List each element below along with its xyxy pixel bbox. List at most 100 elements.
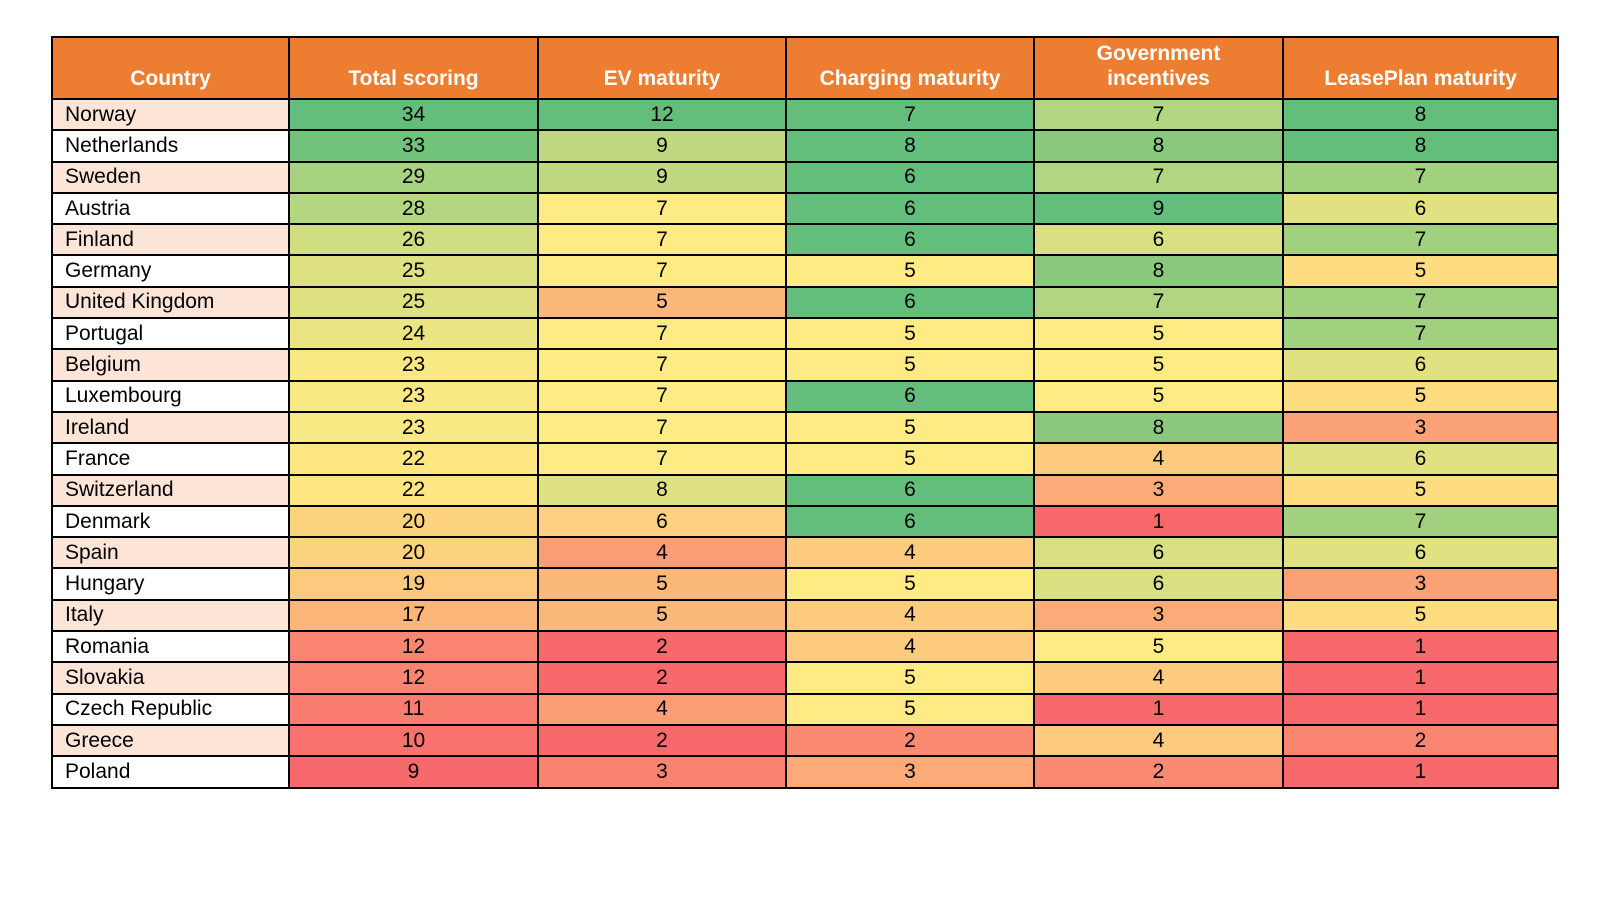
score-cell: 8 [1033,410,1284,445]
score-cell: 29 [288,160,539,194]
table-row: Italy 17 5 4 3 5 [51,598,1559,633]
score-cell: 34 [288,97,539,132]
score-cell: 4 [1033,442,1284,476]
column-header-label: Charging maturity [819,67,1001,90]
score-cell: 5 [1033,630,1284,664]
score-cell: 7 [537,379,787,413]
table-row: Poland 9 3 3 2 1 [51,755,1559,789]
score-cell: 7 [1282,317,1559,351]
country-cell: Denmark [51,504,290,539]
table-row: Sweden 29 9 6 7 7 [51,160,1559,194]
score-cell: 5 [785,661,1035,695]
score-cell: 7 [1282,160,1559,194]
score-cell: 5 [1033,317,1284,351]
score-cell: 22 [288,442,539,476]
score-cell: 22 [288,473,539,507]
score-cell: 5 [1282,473,1559,507]
score-cell: 9 [288,755,539,789]
table-row: Spain 20 4 4 6 6 [51,536,1559,570]
column-header-country: Country [51,36,290,100]
score-cell: 7 [537,442,787,476]
score-cell: 5 [785,410,1035,445]
table-row: Denmark 20 6 6 1 7 [51,504,1559,539]
table-row: France 22 7 5 4 6 [51,442,1559,476]
score-cell: 4 [537,536,787,570]
country-cell: Austria [51,191,290,226]
country-cell: Ireland [51,410,290,445]
score-cell: 3 [1282,410,1559,445]
table-row: Greece 10 2 2 4 2 [51,723,1559,758]
score-cell: 3 [785,755,1035,789]
score-cell: 4 [537,692,787,726]
score-cell: 5 [1033,348,1284,382]
score-cell: 25 [288,285,539,320]
score-cell: 2 [785,723,1035,758]
score-cell: 5 [1282,254,1559,288]
column-header-ev-maturity: EV maturity [537,36,787,100]
score-cell: 8 [1033,254,1284,288]
table-row: Hungary 19 5 5 6 3 [51,567,1559,601]
score-cell: 1 [1282,661,1559,695]
table-row: Portugal 24 7 5 5 7 [51,317,1559,351]
table-row: Netherlands 33 9 8 8 8 [51,129,1559,163]
score-cell: 7 [537,348,787,382]
score-cell: 5 [1033,379,1284,413]
score-cell: 12 [288,661,539,695]
country-cell: Netherlands [51,129,290,163]
score-cell: 7 [1033,160,1284,194]
column-header-label: EV maturity [603,67,721,90]
country-cell: Romania [51,630,290,664]
score-cell: 23 [288,348,539,382]
score-cell: 33 [288,129,539,163]
score-cell: 12 [537,97,787,132]
table-row: Slovakia 12 2 5 4 1 [51,661,1559,695]
score-cell: 7 [537,254,787,288]
table-row: Germany 25 7 5 8 5 [51,254,1559,288]
score-cell: 5 [785,442,1035,476]
score-cell: 20 [288,504,539,539]
score-cell: 9 [537,129,787,163]
header-row: Country Total scoring EV maturity Charging … [51,36,1559,100]
country-cell: Finland [51,223,290,257]
score-cell: 10 [288,723,539,758]
table-row: Finland 26 7 6 6 7 [51,223,1559,257]
country-cell: Italy [51,598,290,633]
score-cell: 7 [785,97,1035,132]
country-cell: Hungary [51,567,290,601]
score-cell: 2 [537,723,787,758]
score-cell: 5 [537,567,787,601]
country-cell: Portugal [51,317,290,351]
score-cell: 6 [1033,536,1284,570]
table-row: Czech Republic 11 4 5 1 1 [51,692,1559,726]
table-row: Ireland 23 7 5 8 3 [51,410,1559,445]
score-cell: 8 [1282,97,1559,132]
score-cell: 7 [1282,504,1559,539]
score-cell: 5 [785,692,1035,726]
score-cell: 7 [1033,285,1284,320]
score-cell: 6 [785,473,1035,507]
column-header-label: LeasePlan maturity [1324,67,1517,90]
score-cell: 5 [785,317,1035,351]
score-cell: 6 [1033,223,1284,257]
score-cell: 6 [785,191,1035,226]
table-body: Norway 34 12 7 7 8 Netherlands 33 9 8 8 8 Sweden 29 9 6… [51,97,1559,789]
score-cell: 6 [785,379,1035,413]
score-cell: 7 [537,191,787,226]
score-cell: 4 [785,630,1035,664]
score-cell: 8 [537,473,787,507]
score-cell: 8 [1282,129,1559,163]
country-cell: Czech Republic [51,692,290,726]
score-cell: 5 [537,285,787,320]
score-cell: 8 [1033,129,1284,163]
country-cell: Switzerland [51,473,290,507]
column-header-label: Total scoring [348,67,479,90]
table-row: Luxembourg 23 7 6 5 5 [51,379,1559,413]
score-cell: 5 [537,598,787,633]
country-cell: Spain [51,536,290,570]
table-row: Romania 12 2 4 5 1 [51,630,1559,664]
score-cell: 23 [288,379,539,413]
score-cell: 1 [1282,630,1559,664]
ev-readiness-heatmap-table: Country Total scoring EV maturity Charging … [51,36,1559,789]
country-cell: Belgium [51,348,290,382]
score-cell: 26 [288,223,539,257]
